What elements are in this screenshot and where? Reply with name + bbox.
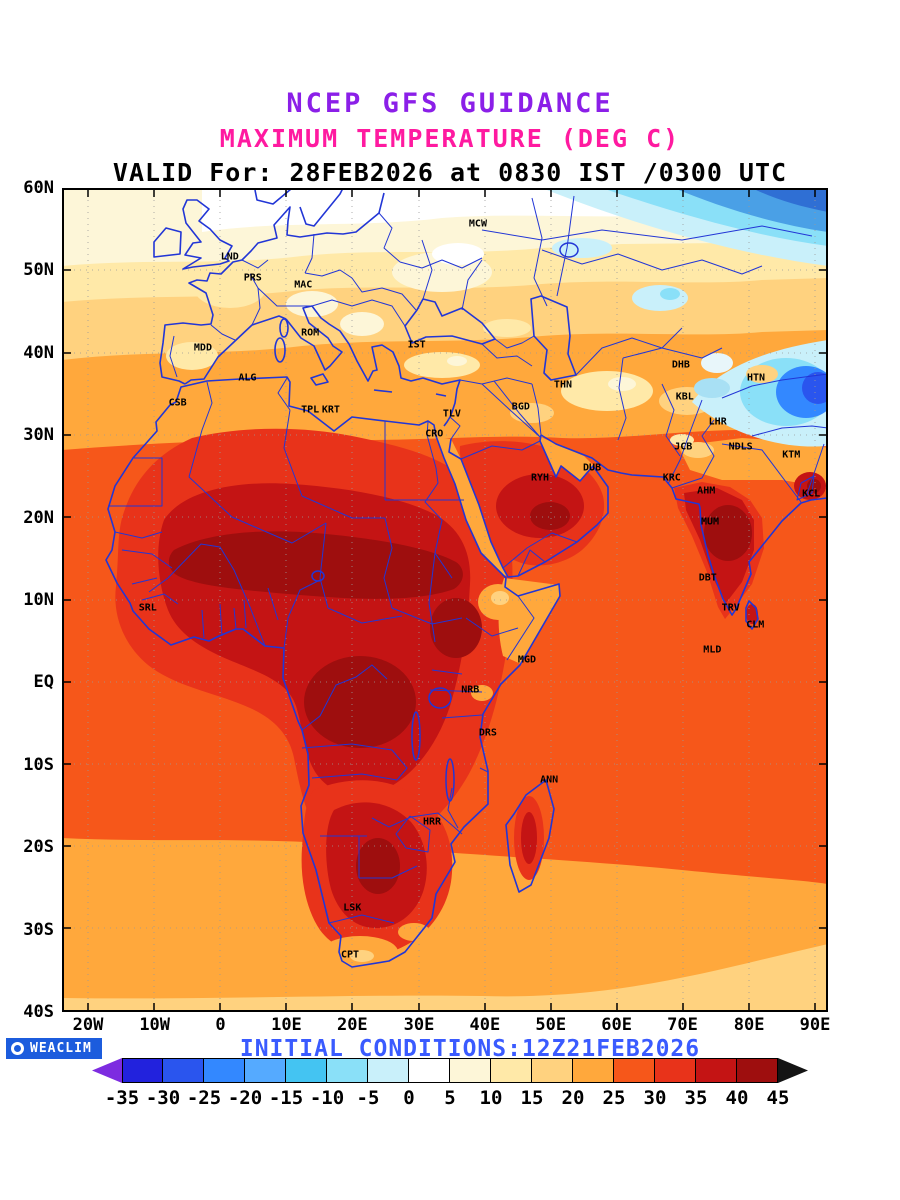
colorbar-segment bbox=[327, 1058, 368, 1083]
colorbar-tick-label: -10 bbox=[309, 1087, 345, 1109]
lon-label-70e: 70E bbox=[667, 1015, 698, 1035]
valid-time-line: VALID For: 28FEB2026 at 0830 IST /0300 U… bbox=[112, 158, 788, 187]
lat-label-10s: 10S bbox=[23, 754, 54, 775]
colorbar-below-arrow bbox=[92, 1058, 122, 1083]
colorbar-segment bbox=[368, 1058, 409, 1083]
lat-label-10n: 10N bbox=[23, 590, 54, 610]
colorbar-tick-label: -5 bbox=[356, 1087, 380, 1109]
lat-label-20s: 20S bbox=[23, 837, 54, 858]
colorbar-segment bbox=[163, 1058, 204, 1083]
initial-conditions-text: INITIAL CONDITIONS:12Z21FEB2026 bbox=[239, 1036, 701, 1062]
latitude-axis: 60N 50N 40N 30N 20N 10N EQ 10S 20S 30S 40S bbox=[0, 178, 58, 1022]
colorbar-tick-label: 10 bbox=[479, 1087, 503, 1109]
lon-label-10e: 10E bbox=[271, 1015, 302, 1035]
weaclim-badge: WEACLIM bbox=[6, 1038, 102, 1059]
axis-ticks bbox=[62, 188, 828, 1012]
colorbar-tick-label: -30 bbox=[145, 1087, 181, 1109]
colorbar-labels: -35 -30 -25 -20 -15 -10 -5 0 5 10 15 20 25 30 35 40 45 bbox=[92, 1087, 808, 1111]
colorbar-segment bbox=[122, 1058, 163, 1083]
lat-label-60n: 60N bbox=[23, 178, 54, 198]
lon-label-30e: 30E bbox=[403, 1015, 435, 1035]
lon-label-40e: 40E bbox=[469, 1015, 501, 1035]
map-graphic bbox=[62, 188, 828, 1012]
longitude-axis: 20W 10W 0 10E 20E 30E 40E 50E 60E 70E 80E 90E bbox=[62, 1015, 831, 1037]
lat-label-30n: 30N bbox=[23, 425, 54, 446]
lat-label-30s: 30S bbox=[23, 919, 54, 940]
colorbar-tick-label: 40 bbox=[725, 1087, 749, 1109]
colorbar-segment bbox=[532, 1058, 573, 1083]
lon-label-20w: 20W bbox=[72, 1015, 104, 1035]
temperature-map: MCW LND PRS MAC ROM IST MDD ALG CSB TPL KRT TLV CRO B… bbox=[62, 188, 828, 1012]
colorbar-segment bbox=[655, 1058, 696, 1083]
colorbar-tick-label: -20 bbox=[227, 1087, 263, 1109]
colorbar-segment bbox=[409, 1058, 450, 1083]
lat-label-40s: 40S bbox=[23, 1002, 54, 1022]
lon-label-20e: 20E bbox=[336, 1015, 368, 1035]
rivers bbox=[148, 195, 825, 835]
colorbar-segment bbox=[286, 1058, 327, 1083]
colorbar-tick-label: -35 bbox=[104, 1087, 140, 1109]
colorbar-segment bbox=[204, 1058, 245, 1083]
colorbar-tick-label: 15 bbox=[520, 1087, 544, 1109]
colorbar-tick-label: 45 bbox=[766, 1087, 790, 1109]
page-subtitle: MAXIMUM TEMPERATURE (DEG C) bbox=[219, 124, 681, 153]
weaclim-logo-icon bbox=[11, 1042, 24, 1055]
colorbar-segment bbox=[245, 1058, 286, 1083]
coastlines bbox=[105, 188, 828, 968]
lon-label-90e: 90E bbox=[799, 1015, 831, 1035]
weaclim-brand-text: WEACLIM bbox=[30, 1041, 92, 1056]
colorbar-segment bbox=[573, 1058, 614, 1083]
lon-label-0: 0 bbox=[215, 1015, 226, 1035]
lon-label-60e: 60E bbox=[601, 1015, 632, 1035]
colorbar-segment bbox=[696, 1058, 737, 1083]
colorbar-tick-label: -25 bbox=[186, 1087, 222, 1109]
colorbar-tick-label: 0 bbox=[403, 1087, 415, 1109]
colorbar-tick-label: 5 bbox=[444, 1087, 456, 1109]
colorbar-above-arrow bbox=[778, 1058, 808, 1083]
page-title: NCEP GFS GUIDANCE bbox=[286, 88, 614, 119]
lon-label-80e: 80E bbox=[733, 1015, 765, 1035]
lat-label-eq: EQ bbox=[33, 672, 54, 693]
lat-label-40n: 40N bbox=[23, 342, 54, 363]
lon-label-50e: 50E bbox=[535, 1015, 567, 1035]
colorbar-segment bbox=[491, 1058, 532, 1083]
colorbar-tick-label: -15 bbox=[268, 1087, 304, 1109]
lat-label-20n: 20N bbox=[23, 507, 54, 528]
colorbar-tick-label: 35 bbox=[684, 1087, 708, 1109]
lon-label-10w: 10W bbox=[139, 1015, 171, 1035]
colorbar-segment bbox=[737, 1058, 778, 1083]
colorbar-tick-label: 20 bbox=[561, 1087, 585, 1109]
colorbar-tick-label: 30 bbox=[643, 1087, 667, 1109]
colorbar bbox=[92, 1058, 808, 1083]
colorbar-tick-label: 25 bbox=[602, 1087, 626, 1109]
lat-label-50n: 50N bbox=[23, 260, 54, 281]
colorbar-segment bbox=[614, 1058, 655, 1083]
colorbar-segment bbox=[450, 1058, 491, 1083]
